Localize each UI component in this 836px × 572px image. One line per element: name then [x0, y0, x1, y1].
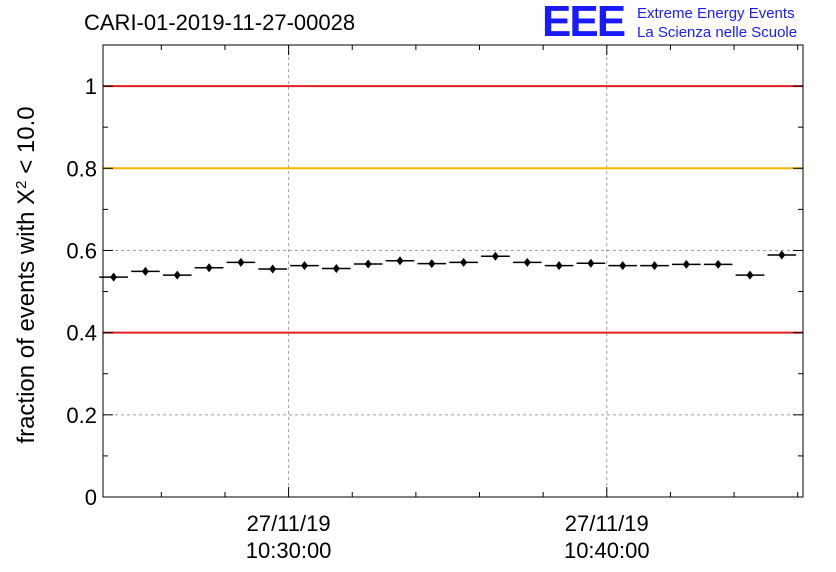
- y-tick-label: 0: [85, 485, 97, 510]
- plot-frame: [102, 44, 804, 498]
- y-tick-label: 0.2: [66, 403, 97, 428]
- x-tick-time-label: 10:30:00: [246, 538, 332, 563]
- logo-caption-line1: Extreme Energy Events: [637, 5, 795, 22]
- data-point: [778, 250, 786, 260]
- y-tick-label: 0.4: [66, 321, 97, 346]
- x-tick-date-label: 27/11/19: [565, 511, 649, 536]
- data-point: [173, 270, 181, 280]
- data-point: [587, 258, 595, 268]
- data-point: [460, 257, 468, 267]
- data-point: [301, 261, 309, 271]
- data-point: [714, 259, 722, 269]
- x-tick-date-label: 27/11/19: [247, 511, 331, 536]
- axes: [102, 44, 804, 498]
- y-tick-label: 1: [85, 74, 97, 99]
- data-point: [205, 263, 213, 273]
- data-point: [269, 264, 277, 274]
- data-point: [523, 257, 531, 267]
- data-point: [364, 259, 372, 269]
- axis-labels: 00.20.40.60.8127/11/1910:30:0027/11/1910…: [13, 74, 650, 563]
- y-axis-label: fraction of events with Χ2 < 10.0: [13, 106, 41, 443]
- logo-caption-line2: La Scienza nelle Scuole: [637, 24, 798, 41]
- data-point: [110, 272, 118, 282]
- grid-lines: [103, 45, 803, 497]
- x-tick-time-label: 10:40:00: [564, 538, 650, 563]
- data-point: [651, 261, 659, 271]
- data-point: [555, 261, 563, 271]
- data-point: [237, 257, 245, 267]
- chart-title: CARI-01-2019-11-27-00028: [84, 10, 356, 35]
- data-point: [682, 259, 690, 269]
- y-tick-label: 0.8: [66, 156, 97, 181]
- data-point: [396, 256, 404, 266]
- data-point: [491, 251, 499, 261]
- data-point: [332, 264, 340, 274]
- data-point: [746, 270, 754, 280]
- data-point: [619, 261, 627, 271]
- data-point: [428, 259, 436, 269]
- eee-logo: EEE: [542, 0, 626, 46]
- data-point: [141, 266, 149, 276]
- y-tick-label: 0.6: [66, 238, 97, 263]
- reference-lines: [103, 85, 803, 334]
- data-points: [99, 250, 797, 282]
